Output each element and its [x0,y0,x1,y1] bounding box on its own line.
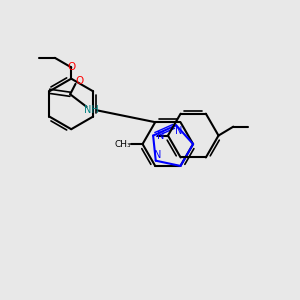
Text: NH: NH [85,105,99,115]
Text: O: O [75,76,83,86]
Text: N: N [175,126,182,136]
Text: N: N [157,130,164,141]
Text: N: N [154,150,162,160]
Text: O: O [67,62,75,72]
Text: CH₃: CH₃ [114,140,131,148]
